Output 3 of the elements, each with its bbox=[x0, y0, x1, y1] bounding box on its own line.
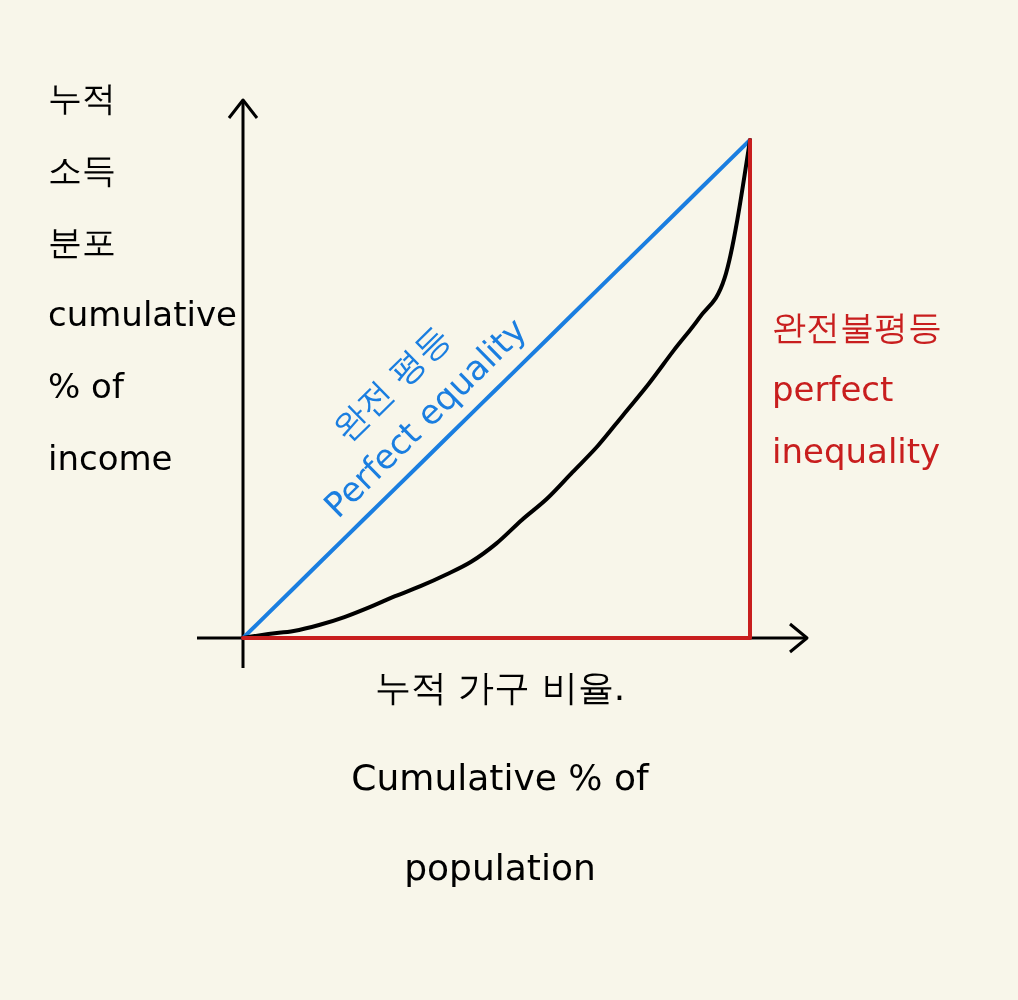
y-axis-title: 누적 소득 분포 cumulative % of income bbox=[48, 78, 238, 478]
text: 누적 가구 비율. Cumulative % of population bbox=[351, 667, 649, 888]
series-label: 완전불평등 perfect inequality bbox=[772, 307, 942, 472]
